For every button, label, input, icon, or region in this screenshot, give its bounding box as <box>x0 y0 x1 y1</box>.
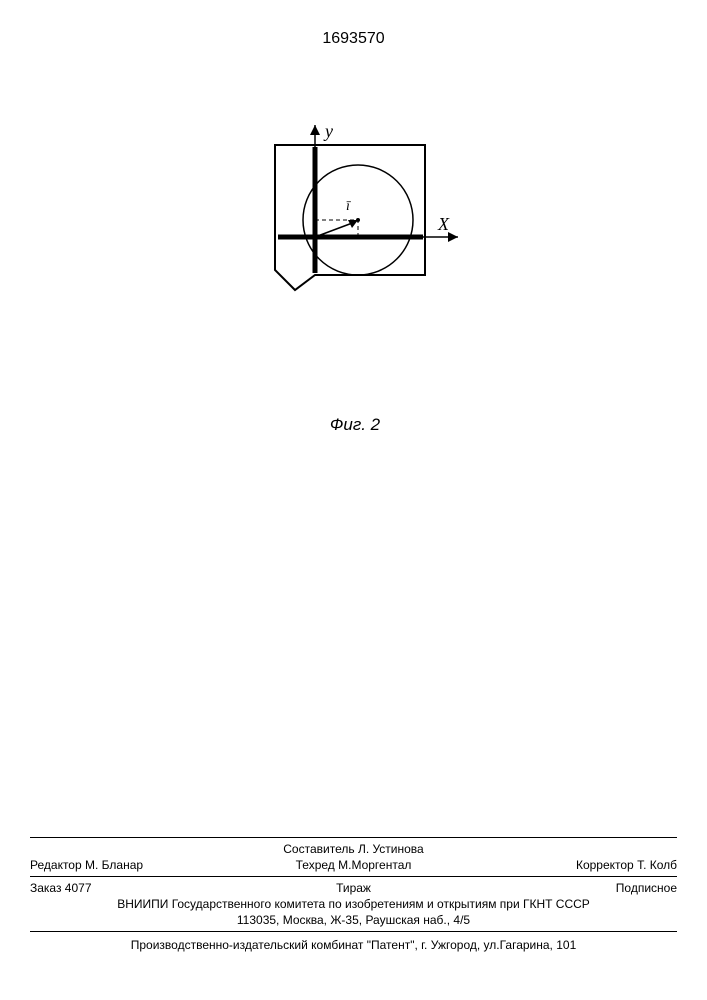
figure-svg: y X ī <box>240 115 470 315</box>
y-axis-label: y <box>323 121 333 141</box>
techred-credit: Техред М.Моргентал <box>246 858 462 872</box>
tirage: Тираж <box>246 881 462 895</box>
footer-block: Составитель Л. Устинова Редактор М. Блан… <box>30 833 677 952</box>
figure-frame <box>275 145 425 290</box>
address-line: 113035, Москва, Ж-35, Раушская наб., 4/5 <box>30 913 677 927</box>
subscription: Подписное <box>461 881 677 895</box>
vector-label: ī <box>346 199 351 214</box>
editor-credit: Редактор М. Бланар <box>30 858 246 872</box>
page-number: 1693570 <box>0 30 707 48</box>
divider-1 <box>30 837 677 838</box>
compiler-credit: Составитель Л. Устинова <box>30 842 677 856</box>
y-arrowhead <box>310 125 320 135</box>
divider-2 <box>30 876 677 877</box>
vniipi-line: ВНИИПИ Государственного комитета по изоб… <box>30 897 677 911</box>
x-arrowhead <box>448 232 458 242</box>
order-row: Заказ 4077 Тираж Подписное <box>30 881 677 895</box>
production-line: Производственно-издательский комбинат "П… <box>30 938 677 952</box>
divider-3 <box>30 931 677 932</box>
order-number: Заказ 4077 <box>30 881 246 895</box>
credits-row: Редактор М. Бланар Техред М.Моргентал Ко… <box>30 858 677 872</box>
corrector-credit: Корректор Т. Колб <box>461 858 677 872</box>
figure-caption: Фиг. 2 <box>240 415 470 435</box>
x-axis-label: X <box>437 214 450 234</box>
figure-2: y X ī Фиг. 2 <box>240 115 470 315</box>
